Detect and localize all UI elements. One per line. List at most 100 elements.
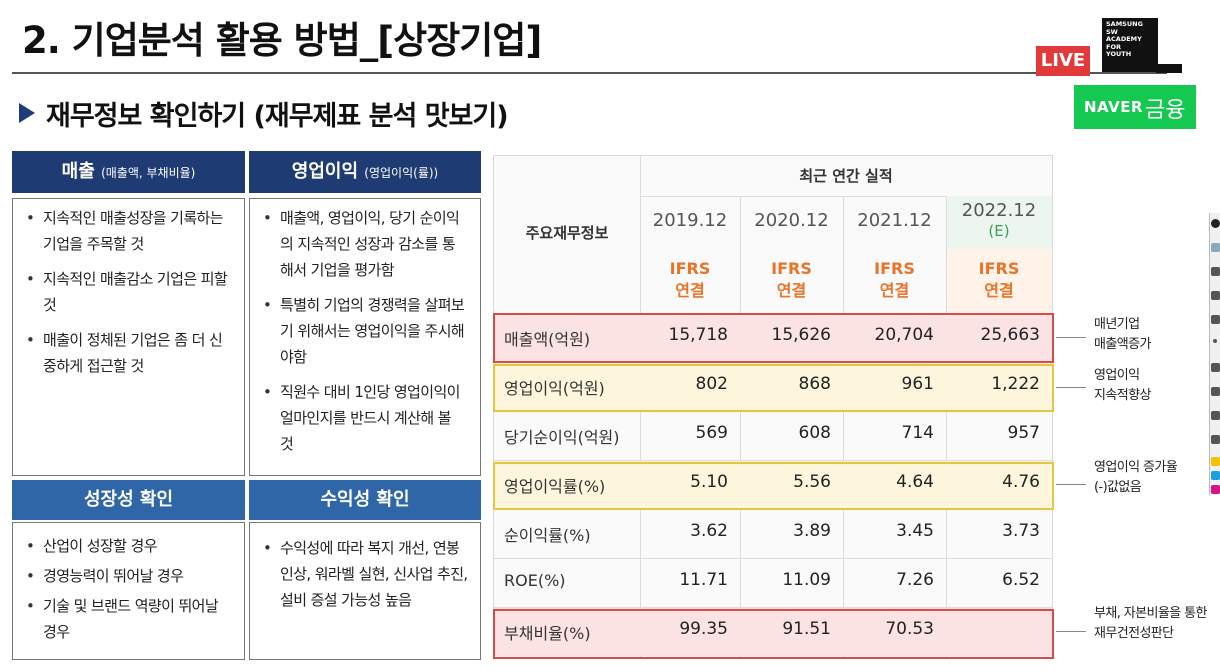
table-cell: 1,222: [991, 374, 1040, 394]
financial-summary-table: 주요재무정보 최근 연간 실적 2019.12 2020.12 2021.12 …: [493, 155, 1053, 659]
estimate-ifrs-cell: IFRS 연결: [946, 249, 1052, 313]
toolbar-color-blue[interactable]: [1211, 471, 1220, 480]
toolbar-shape-icon[interactable]: [1211, 363, 1220, 372]
table-cell: 11.71: [679, 570, 728, 590]
logo-line: SW: [1106, 27, 1118, 36]
table-cell: 70.53: [885, 619, 934, 639]
table-cell: 868: [798, 374, 831, 394]
table-cell: 3.45: [896, 521, 934, 541]
row-fill: [494, 607, 1052, 656]
list-item: 수익성에 따라 복지 개선, 연봉인상, 워라벨 실현, 신사업 추진, 설비 …: [263, 535, 468, 613]
ifrs-label: IFRS 연결: [946, 258, 1052, 302]
year-header: 2020.12: [754, 210, 829, 231]
ifrs-top: IFRS: [874, 259, 915, 278]
ifrs-label: IFRS 연결: [640, 258, 740, 302]
profit-card-body: 수익성에 따라 복지 개선, 연봉인상, 워라벨 실현, 신사업 추진, 설비 …: [249, 522, 481, 660]
note-line: 영업이익: [1094, 368, 1140, 383]
live-badge: LIVE: [1036, 46, 1090, 76]
sales-row-highlight: [493, 313, 1054, 363]
list-item: 매출이 정체된 기업은 좀 더 신중하게 접근할 것: [26, 327, 230, 379]
growth-card-header: 성장성 확인: [12, 480, 245, 520]
year-header: 2022.12: [961, 200, 1037, 221]
estimate-column-header: 2022.12 (E): [946, 196, 1052, 249]
ifrs-bottom: 연결: [776, 281, 807, 300]
list-item: 산업이 성장할 경우: [26, 533, 230, 559]
note-line: (-)값없음: [1094, 480, 1142, 495]
toolbar-pointer-icon[interactable]: [1211, 243, 1220, 252]
title-divider: [12, 72, 1167, 74]
table-cell: 5.10: [690, 472, 728, 492]
row-label: 순이익률(%): [504, 526, 591, 545]
section-arrow-icon: [19, 103, 35, 123]
debt-ratio-row-highlight: [493, 609, 1054, 659]
toolbar-camera-icon[interactable]: [1211, 387, 1220, 396]
sales-card-subtitle: (매출액, 부채비율): [101, 166, 196, 180]
toolbar-color-yellow[interactable]: [1211, 457, 1220, 466]
toolbar-save-icon[interactable]: [1211, 435, 1220, 444]
grid-line: [740, 196, 741, 658]
sales-card-header: 매출 (매출액, 부채비율): [12, 151, 245, 193]
ifrs-top: IFRS: [771, 259, 812, 278]
row-fill: [494, 313, 1052, 362]
note-line: 부채, 자본비율을 통한: [1094, 606, 1207, 621]
table-cell: 802: [695, 374, 728, 394]
grid-line: [494, 460, 1052, 461]
toolbar-screen-icon[interactable]: [1211, 411, 1220, 420]
toolbar-pen-icon[interactable]: [1211, 219, 1220, 228]
row-label: 영업이익률(%): [504, 477, 606, 496]
toolbar-color-magenta[interactable]: [1211, 485, 1220, 494]
table-cell: 4.76: [1002, 472, 1040, 492]
operating-card-subtitle: (영업이익(률)): [364, 166, 439, 180]
section-title: 재무정보 확인하기 (재무제표 분석 맛보기): [46, 101, 509, 132]
note-connector: [1056, 484, 1086, 485]
note-line: 지속적향상: [1094, 388, 1151, 403]
table-cell: 3.89: [793, 521, 831, 541]
table-cell: 20,704: [874, 325, 934, 345]
grid-line: [843, 196, 844, 658]
row-label: 당기순이익(억원): [504, 428, 620, 447]
row-label: 부채비율(%): [504, 624, 591, 643]
table-cell: 15,718: [668, 325, 728, 345]
ifrs-label: IFRS 연결: [740, 258, 843, 302]
note-line: 매년기업: [1094, 317, 1140, 332]
operating-card-header: 영업이익 (영업이익(률)): [249, 151, 481, 193]
annotation-toolbar[interactable]: [1209, 213, 1220, 495]
grid-line: [494, 558, 1052, 559]
toolbar-dot-icon[interactable]: [1213, 339, 1217, 343]
ifrs-bottom: 연결: [675, 281, 705, 300]
sales-card-body: 지속적인 매출성장을 기록하는 기업을 주목할 것 지속적인 매출감소 기업은 …: [12, 198, 245, 476]
grid-line: [946, 196, 947, 658]
note-line: 매출액증가: [1094, 337, 1151, 352]
toolbar-eraser-icon[interactable]: [1211, 315, 1220, 324]
toolbar-pencil-icon[interactable]: [1211, 267, 1220, 276]
annotation-note: 영업이익 증가율 (-)값없음: [1094, 458, 1178, 498]
finance-logo-text: 금융: [1145, 98, 1186, 123]
table-header-label: 주요재무정보: [525, 224, 609, 242]
ifrs-label: IFRS 연결: [843, 258, 946, 302]
grid-line: [494, 607, 1052, 608]
table-cell: 3.62: [690, 521, 728, 541]
year-header: 2021.12: [857, 210, 932, 231]
logo-line: ACADEMY: [1106, 35, 1142, 43]
row-fill: [494, 362, 1052, 411]
table-cell: 99.35: [679, 619, 728, 639]
table-cell: 25,663: [980, 325, 1040, 345]
operating-margin-row-highlight: [493, 462, 1054, 510]
ifrs-top: IFRS: [978, 259, 1020, 278]
toolbar-marker-icon[interactable]: [1211, 291, 1220, 300]
slide-title: 2. 기업분석 활용 방법_[상장기업]: [22, 19, 542, 62]
table-cell: 3.73: [1002, 521, 1040, 541]
table-cell: 7.26: [896, 570, 934, 590]
growth-card-body: 산업이 성장할 경우 경영능력이 뛰어날 경우 기술 및 브랜드 역량이 뛰어날…: [12, 522, 245, 660]
table-cell: 608: [798, 423, 831, 443]
table-cell: 961: [901, 374, 934, 394]
ifrs-top: IFRS: [669, 259, 711, 278]
list-item: 경영능력이 뛰어날 경우: [26, 563, 230, 589]
note-line: 재무건전성판단: [1094, 626, 1174, 641]
operating-card-body: 매출액, 영업이익, 당기 순이익의 지속적인 성장과 감소를 통해서 기업을 …: [249, 198, 481, 476]
list-item: 매출액, 영업이익, 당기 순이익의 지속적인 성장과 감소를 통해서 기업을 …: [263, 205, 468, 283]
ifrs-bottom: 연결: [984, 281, 1014, 300]
table-cell: 714: [901, 423, 934, 443]
